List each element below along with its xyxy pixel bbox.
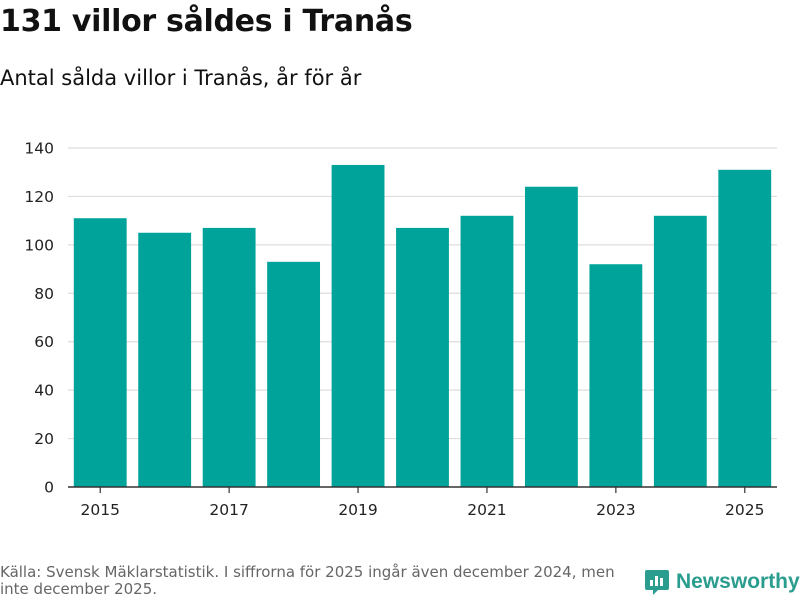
chart-title: 131 villor såldes i Tranås bbox=[0, 4, 413, 39]
bar-2019 bbox=[331, 164, 385, 487]
bar-2023 bbox=[589, 264, 643, 487]
bar-2017 bbox=[202, 227, 256, 487]
y-tick-label: 40 bbox=[34, 382, 54, 400]
bar-2022 bbox=[524, 186, 578, 487]
y-tick-label: 20 bbox=[34, 430, 54, 448]
bar-chart: 0 20 40 60 80 100 120 140 2015 2017 2019 2021 2023 20… bbox=[24, 140, 777, 519]
y-tick-label: 120 bbox=[24, 188, 54, 206]
x-tick-label: 2021 bbox=[467, 501, 506, 519]
y-tick-label: 0 bbox=[44, 479, 54, 497]
brand-logo: Newsworthy bbox=[644, 568, 800, 596]
brand-name: Newsworthy bbox=[676, 570, 800, 593]
bar-2018 bbox=[267, 261, 321, 487]
y-tick-label: 140 bbox=[24, 140, 54, 158]
bar-2025 bbox=[718, 169, 772, 488]
bar-2020 bbox=[396, 227, 449, 487]
x-tick-label: 2019 bbox=[338, 501, 377, 519]
bar-2021 bbox=[460, 215, 514, 488]
x-tick-label: 2025 bbox=[725, 501, 764, 519]
x-tick-label: 2017 bbox=[209, 501, 248, 519]
source-note: Källa: Svensk Mäklarstatistik. I siffror… bbox=[0, 563, 615, 598]
chart-subtitle: Antal sålda villor i Tranås, år för år bbox=[0, 66, 362, 90]
bar-2024 bbox=[653, 215, 707, 488]
x-tick-label: 2015 bbox=[81, 501, 120, 519]
bar-2016 bbox=[138, 232, 192, 487]
x-tick-label: 2023 bbox=[596, 501, 635, 519]
y-tick-label: 100 bbox=[24, 236, 54, 254]
y-tick-label: 60 bbox=[34, 333, 54, 351]
y-tick-label: 80 bbox=[34, 285, 54, 303]
bar-2015 bbox=[73, 218, 127, 487]
newsworthy-logo-icon bbox=[645, 570, 669, 595]
